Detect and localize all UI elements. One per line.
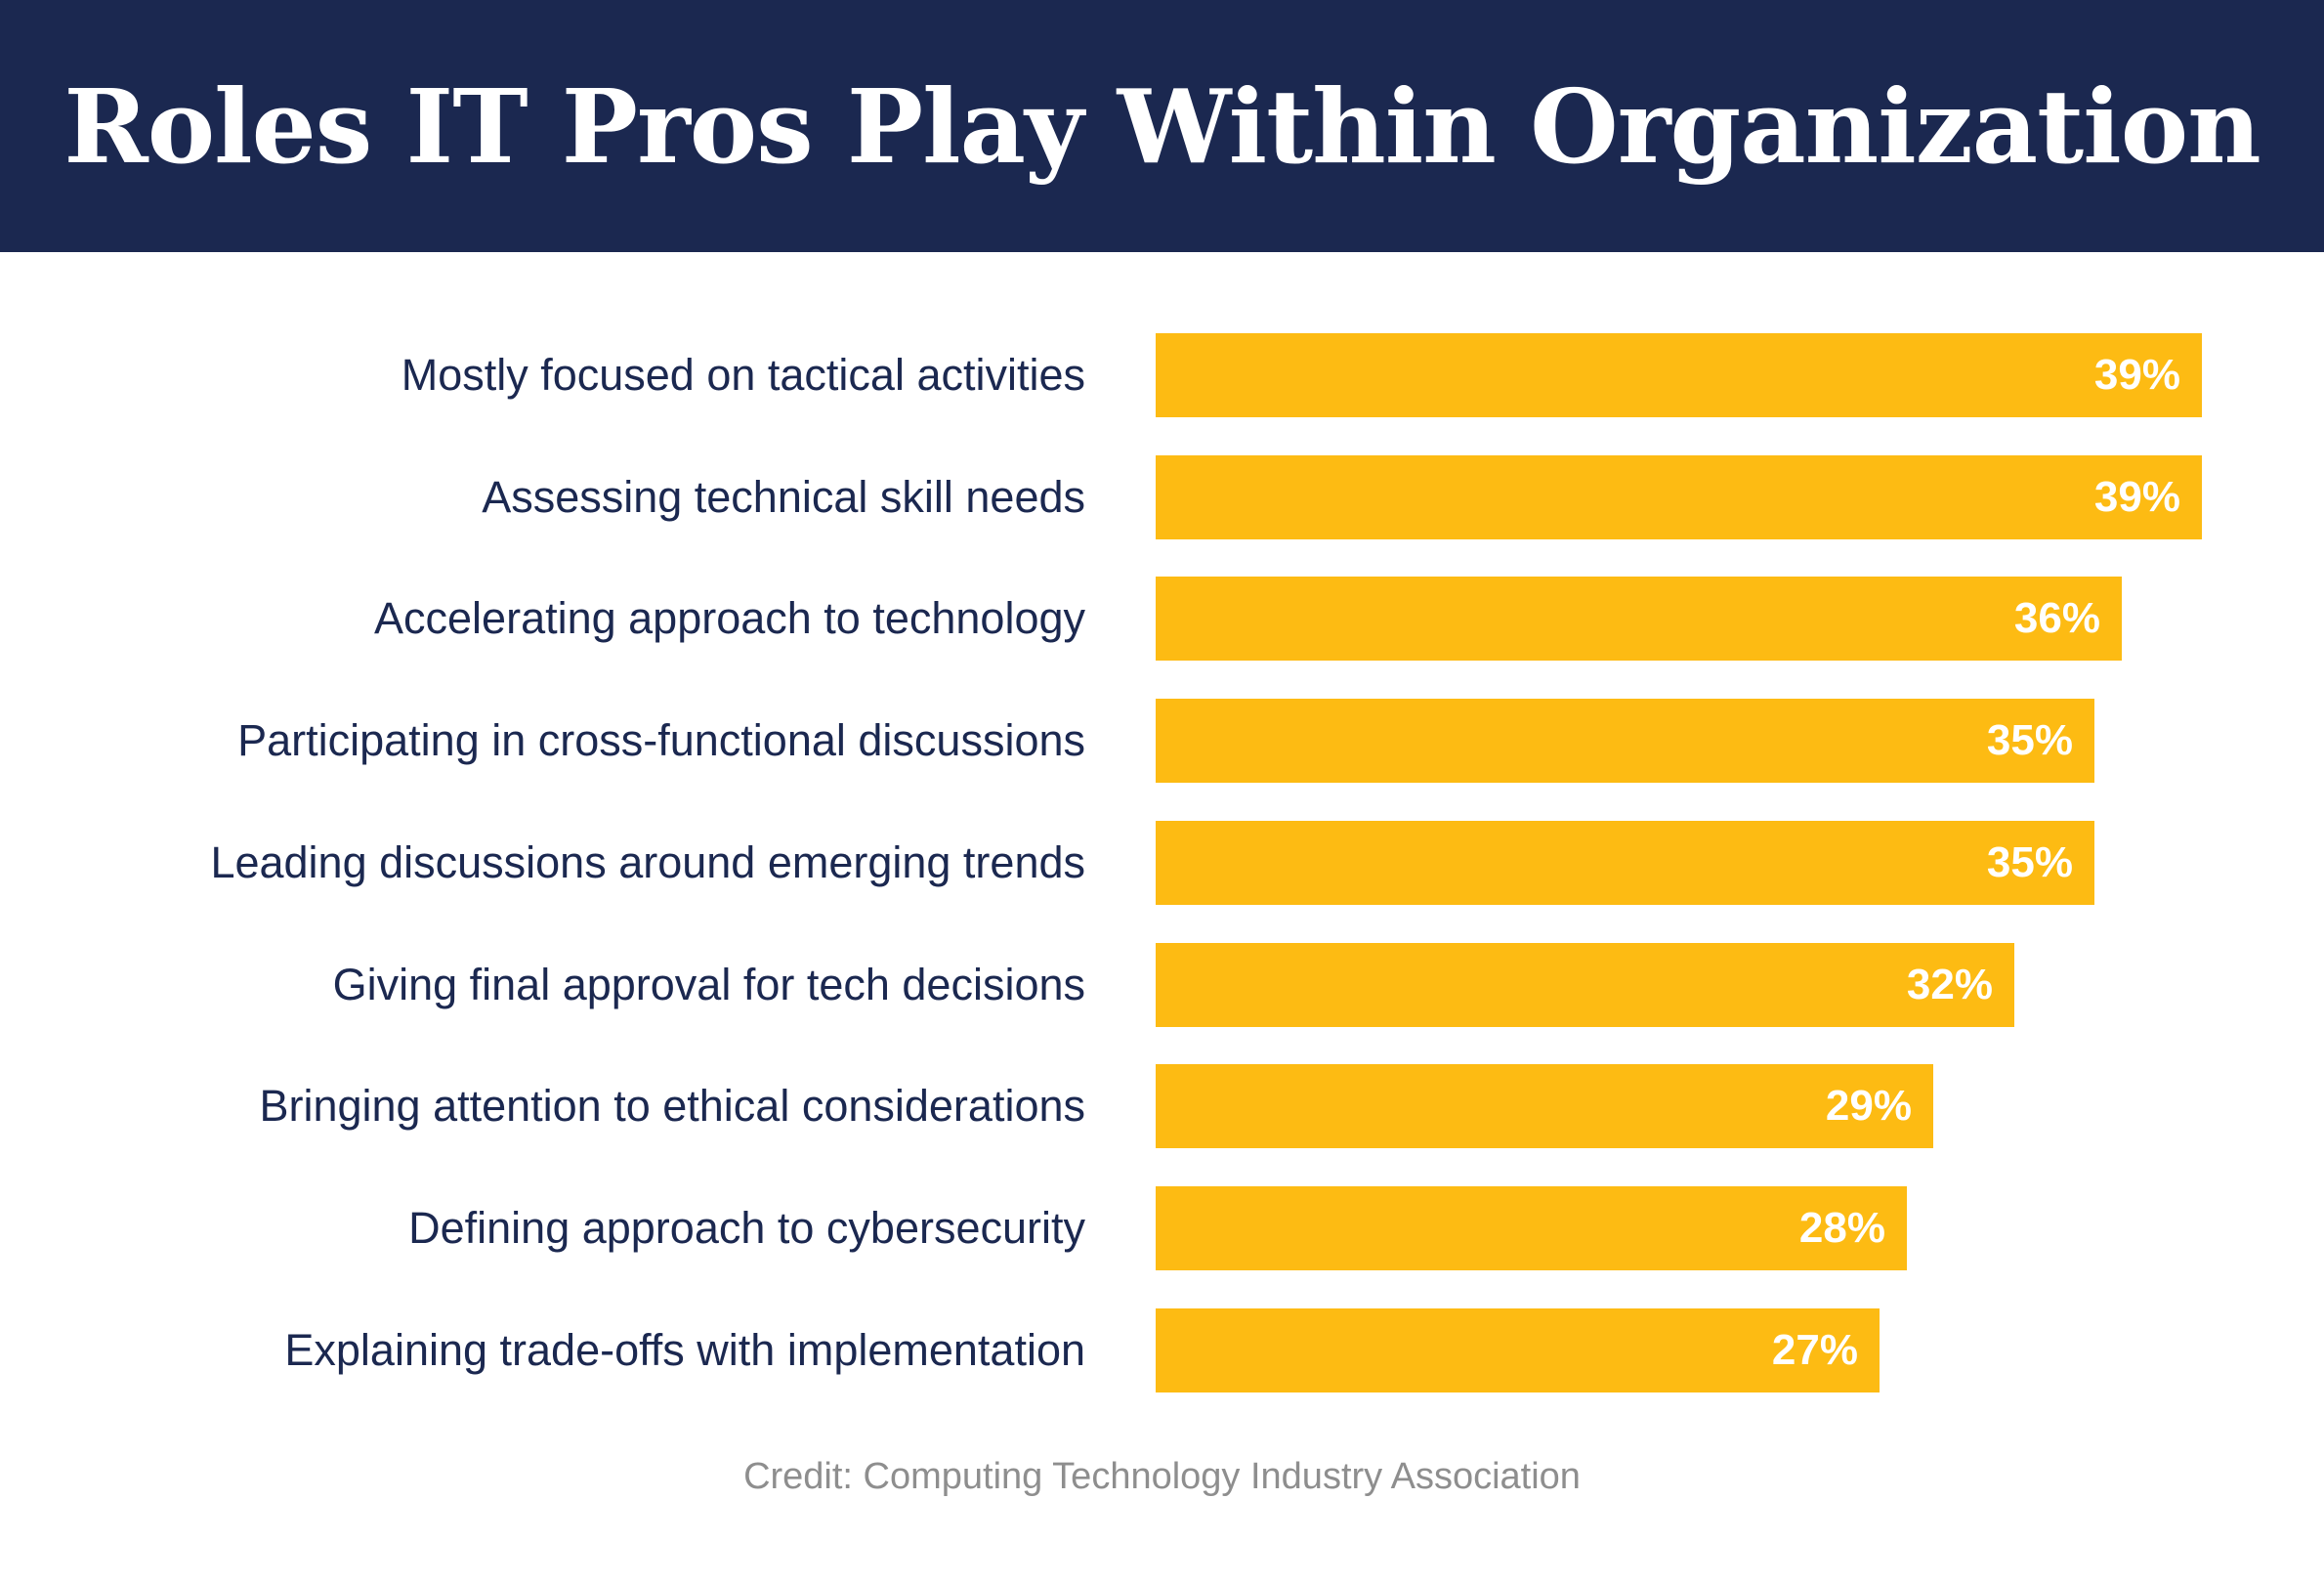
- category-label: Participating in cross-functional discus…: [237, 715, 1085, 765]
- bar: 39%: [1156, 333, 2202, 417]
- bar-value-label: 28%: [1798, 1204, 1885, 1252]
- category-label: Defining approach to cybersecurity: [408, 1203, 1085, 1253]
- bar: 35%: [1156, 699, 2094, 783]
- bar-value-label: 29%: [1825, 1082, 1912, 1130]
- category-label: Explaining trade-offs with implementatio…: [284, 1325, 1085, 1375]
- bar-value-label: 35%: [1986, 716, 2073, 764]
- category-label: Leading discussions around emerging tren…: [210, 837, 1085, 887]
- bar-value-label: 39%: [2093, 351, 2180, 399]
- bar: 29%: [1156, 1064, 1933, 1148]
- bar-value-label: 35%: [1986, 838, 2073, 886]
- bar-value-label: 27%: [1771, 1326, 1858, 1374]
- bar-value-label: 32%: [1906, 961, 1993, 1008]
- bar: 32%: [1156, 943, 2014, 1027]
- bar-value-label: 39%: [2093, 473, 2180, 521]
- chart-title: Roles IT Pros Play Within Organization: [63, 65, 2261, 187]
- bar: 28%: [1156, 1186, 1907, 1270]
- bar: 36%: [1156, 577, 2122, 661]
- bar-value-label: 36%: [2013, 594, 2100, 642]
- bar: 39%: [1156, 455, 2202, 539]
- chart-header: Roles IT Pros Play Within Organization: [0, 0, 2324, 252]
- category-label: Giving final approval for tech decisions: [332, 960, 1085, 1009]
- bar: 35%: [1156, 821, 2094, 905]
- category-label: Bringing attention to ethical considerat…: [259, 1081, 1085, 1131]
- category-label: Assessing technical skill needs: [482, 472, 1085, 522]
- category-label: Mostly focused on tactical activities: [401, 350, 1085, 400]
- bar: 27%: [1156, 1308, 1880, 1392]
- credit-text: Credit: Computing Technology Industry As…: [743, 1456, 1581, 1497]
- category-label: Accelerating approach to technology: [374, 593, 1085, 643]
